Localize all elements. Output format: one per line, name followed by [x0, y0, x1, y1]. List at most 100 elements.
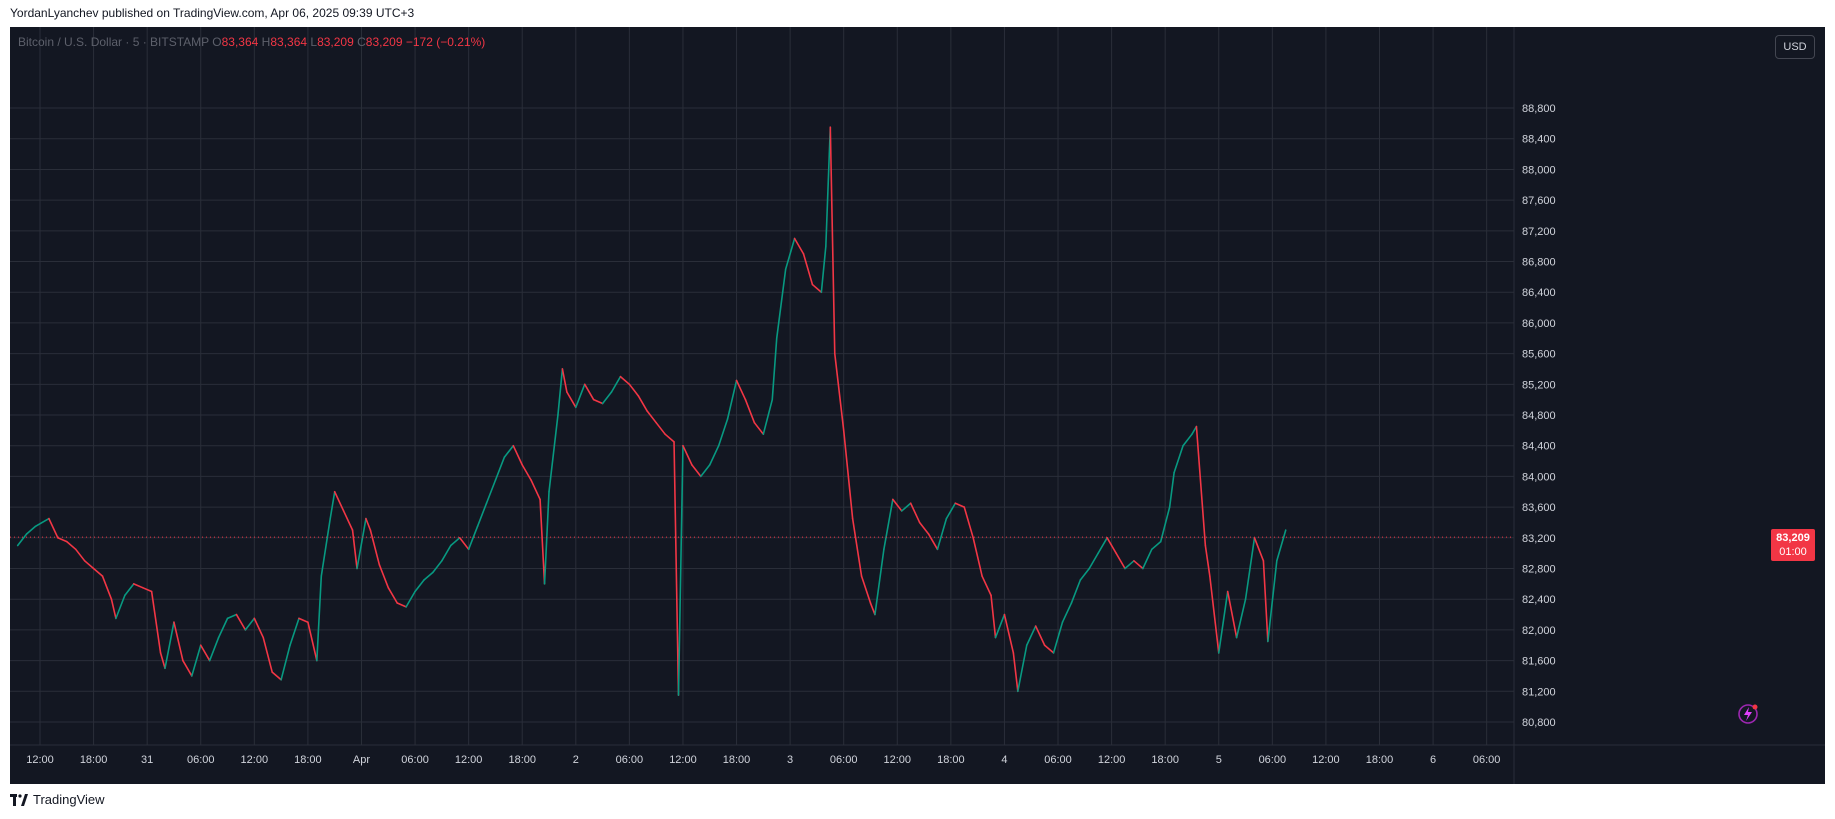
price-segment — [369, 529, 381, 566]
price-segment — [356, 517, 367, 570]
price-segment — [1097, 536, 1108, 554]
price-segment — [25, 525, 37, 535]
close-value: 83,209 — [365, 35, 403, 49]
y-tick-label: 84,800 — [1522, 410, 1556, 422]
last-price-tag: 83,209 01:00 — [1771, 529, 1815, 562]
y-tick-label: 85,200 — [1522, 379, 1556, 391]
price-segment — [92, 567, 104, 577]
price-segment — [1043, 644, 1055, 654]
price-segment — [811, 283, 823, 294]
price-segment — [1124, 560, 1135, 570]
price-segment — [1168, 471, 1175, 508]
price-segment — [1209, 575, 1220, 654]
x-tick-label: 18:00 — [1151, 754, 1179, 766]
price-segment — [1159, 506, 1171, 543]
x-tick-label: 31 — [141, 754, 153, 766]
price-segment — [1115, 552, 1126, 570]
price-segment — [1133, 560, 1144, 570]
x-tick-label: 18:00 — [723, 754, 751, 766]
price-segment — [583, 383, 595, 401]
price-segment — [784, 237, 796, 271]
price-segment — [753, 421, 765, 435]
price-segment — [164, 621, 175, 670]
price-segment — [664, 433, 675, 443]
price-segment — [539, 498, 546, 585]
price-segment — [1017, 644, 1028, 693]
high-label: H — [261, 35, 271, 49]
x-tick-label: 18:00 — [80, 754, 108, 766]
x-tick-label: 18:00 — [294, 754, 322, 766]
open-label: O — [212, 35, 222, 49]
footer-brand[interactable]: TradingView — [10, 792, 105, 807]
x-tick-label: 06:00 — [1259, 754, 1287, 766]
price-segment — [320, 517, 332, 577]
price-segment — [1088, 552, 1100, 570]
price-segment — [1173, 444, 1184, 474]
x-tick-label: 12:00 — [26, 754, 54, 766]
price-segment — [307, 621, 318, 662]
y-tick-label: 88,400 — [1522, 134, 1556, 146]
y-tick-label: 87,600 — [1522, 195, 1556, 207]
price-segment — [673, 441, 680, 696]
price-segment — [173, 621, 184, 662]
symbol-legend[interactable]: Bitcoin / U.S. Dollar · 5 · BITSTAMP O83… — [18, 35, 485, 49]
high-value: 83,364 — [270, 35, 308, 49]
price-segment — [909, 502, 921, 524]
chart-panel[interactable]: 80,800 81,200 81,600 82,000 82,400 82,800 83,2… — [10, 27, 1825, 784]
y-tick-label: 83,600 — [1522, 502, 1556, 514]
tradingview-logo-icon — [10, 793, 28, 806]
price-segment — [1195, 425, 1207, 547]
price-chart[interactable]: 80,800 81,200 81,600 82,000 82,400 82,800 83,2… — [10, 27, 1825, 784]
price-segment — [566, 391, 577, 409]
price-segment — [1142, 548, 1153, 570]
price-segment — [543, 490, 550, 585]
y-tick-label: 82,800 — [1522, 563, 1556, 575]
price-segment — [365, 517, 372, 531]
price-segment — [619, 375, 631, 386]
price-segment — [458, 536, 470, 551]
price-segment — [825, 126, 832, 247]
price-segment — [1061, 602, 1073, 624]
open-value: 83,364 — [221, 35, 259, 49]
price-segment — [124, 583, 135, 597]
price-segment — [298, 617, 309, 624]
price-segment — [1235, 598, 1247, 639]
price-segment — [476, 502, 488, 528]
symbol-name[interactable]: Bitcoin / U.S. Dollar · 5 · BITSTAMP — [18, 35, 209, 49]
price-segment — [762, 398, 774, 435]
x-tick-label: 3 — [787, 754, 793, 766]
price-segment — [918, 521, 930, 535]
price-segment — [333, 490, 345, 512]
price-segment — [159, 652, 166, 670]
price-segment — [217, 617, 229, 639]
price-segment — [150, 590, 162, 654]
price-segment — [637, 395, 649, 412]
y-tick-label: 86,800 — [1522, 257, 1556, 269]
price-segment — [226, 613, 238, 620]
price-segment — [132, 583, 144, 589]
price-segment — [682, 444, 693, 466]
change-value: −172 (−0.21%) — [405, 35, 486, 49]
price-segment — [874, 548, 885, 616]
y-tick-label: 83,200 — [1522, 533, 1556, 545]
price-segment — [316, 575, 323, 662]
currency-button[interactable]: USD — [1775, 35, 1815, 59]
price-segment — [1034, 625, 1046, 647]
price-segment — [892, 498, 903, 512]
price-segment — [1244, 536, 1256, 600]
price-segment — [561, 368, 568, 393]
price-segment — [351, 529, 358, 570]
price-segment — [423, 571, 434, 581]
price-segment — [1150, 540, 1162, 551]
price-segment — [289, 617, 300, 647]
price-segment — [963, 506, 974, 539]
lightning-bolt-icon[interactable] — [1736, 702, 1760, 726]
price-segment — [574, 383, 586, 409]
x-tick-label: 18:00 — [937, 754, 965, 766]
price-segment — [1052, 621, 1064, 654]
price-segment — [700, 464, 711, 478]
bar-countdown: 01:00 — [1779, 546, 1807, 559]
price-segment — [735, 379, 747, 401]
price-segment — [141, 586, 153, 593]
y-tick-label: 88,000 — [1522, 164, 1556, 176]
